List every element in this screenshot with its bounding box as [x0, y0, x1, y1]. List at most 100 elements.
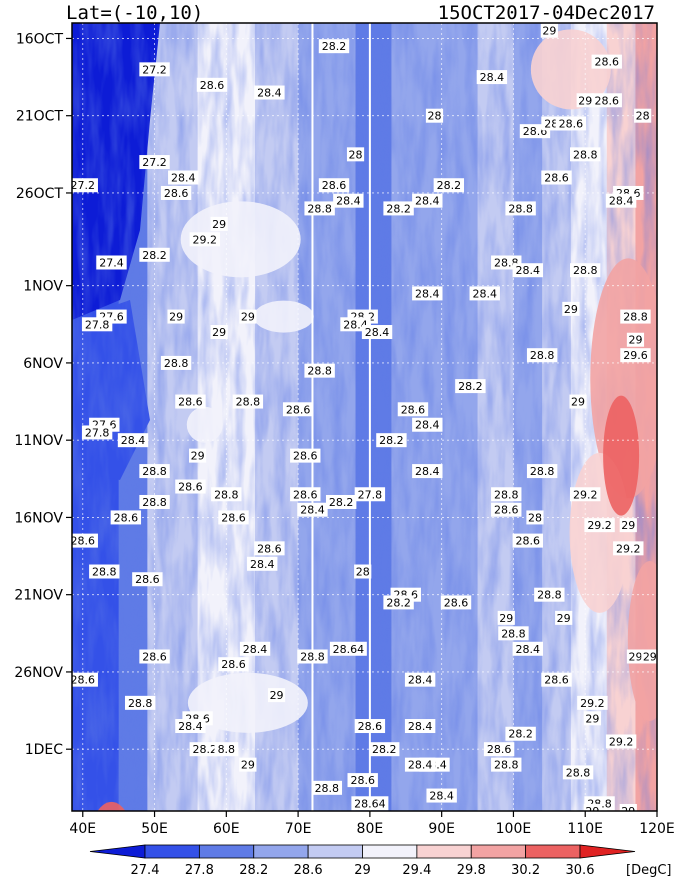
- contour-label-text: 28.6: [523, 125, 548, 138]
- y-tick-label-2: 26OCT: [16, 186, 64, 202]
- contour-label-bg: [325, 494, 357, 509]
- contour-label-bg: [412, 464, 443, 479]
- contour-label-80: 28.4: [297, 502, 328, 517]
- contour-label-bg: [124, 695, 156, 710]
- contour-label-bg: [282, 402, 314, 417]
- warm-patch-6: [97, 801, 126, 811]
- contour-label-83: 29.2: [584, 518, 615, 533]
- contour-label-text: 28.4: [178, 720, 203, 733]
- contour-label-102: 28.6: [218, 657, 249, 672]
- contour-label-bg: [239, 309, 257, 324]
- plot-area: 27.2 28.6 28.4 28.2 28.4 29 28.6 29 28.6 28 28 28.6…: [71, 23, 657, 849]
- colorbar-level-5: 29.4: [402, 863, 431, 878]
- contour-label-114: 29: [583, 711, 601, 726]
- contour-label-135: 29: [583, 804, 601, 811]
- contour-label-bg: [613, 541, 644, 556]
- contour-label-72: 29.2: [570, 487, 601, 502]
- contour-label-51: 28.8: [526, 348, 558, 363]
- warm-patch-9: [603, 395, 640, 516]
- contour-label-23: 28.4: [412, 193, 443, 208]
- contour-label-bg: [175, 394, 206, 409]
- colorbar-level-3: 28.6: [294, 863, 323, 878]
- contour-label-17: 27.2: [72, 178, 98, 193]
- contour-label-text: 29: [621, 519, 635, 532]
- contour-label-text: 28.4: [336, 195, 361, 208]
- colorbar-level-1: 27.8: [185, 863, 214, 878]
- contour-label-text: 28.6: [257, 542, 282, 555]
- contour-label-112: 28.8: [124, 695, 156, 710]
- contour-label-130: 28.6: [347, 773, 378, 788]
- contour-label-text: 28.8: [92, 566, 117, 579]
- contour-label-16: 28.8: [570, 147, 601, 162]
- contour-label-text: 29: [212, 218, 226, 231]
- contour-label-bg: [426, 788, 457, 803]
- colorbar-level-2: 28.2: [239, 863, 268, 878]
- contour-label-text: 28.2: [322, 40, 347, 53]
- contour-label-21: 28.4: [333, 193, 364, 208]
- contour-label-22: 28.2: [433, 178, 465, 193]
- contour-label-113: 29.2: [577, 695, 608, 710]
- contour-label-text: 28.4: [415, 465, 440, 478]
- colorbar-high-arrow: [579, 844, 636, 859]
- contour-label-98: 29: [497, 610, 515, 625]
- contour-label-text: 28.2: [458, 380, 483, 393]
- contour-label-text: 28.4: [121, 434, 146, 447]
- contour-label-bg: [247, 556, 278, 571]
- contour-label-bg: [512, 533, 543, 548]
- contour-label-text: 28.6: [544, 172, 569, 185]
- contour-label-text: 28.4: [429, 790, 454, 803]
- contour-label-text: 28.4: [408, 759, 433, 772]
- y-tick-label-9: 1DEC: [25, 742, 64, 758]
- contour-label-bg: [512, 641, 543, 656]
- contour-label-60: 29: [569, 394, 587, 409]
- contour-label-36: 28.8: [570, 263, 601, 278]
- contour-label-82: 28: [526, 510, 544, 525]
- contour-label-text: 29: [628, 650, 642, 663]
- contour-label-text: 28.8: [236, 396, 261, 409]
- contour-label-bg: [583, 711, 601, 726]
- contour-label-bg: [491, 487, 522, 502]
- contour-label-text: 28.6: [71, 674, 96, 687]
- contour-label-bg: [132, 572, 163, 587]
- contour-label-3: 28.2: [318, 39, 350, 54]
- colorbar-segment-2: [253, 844, 309, 859]
- colorbar-low-arrow: [89, 844, 146, 859]
- contour-label-116: 28.4: [175, 719, 206, 734]
- contour-label-95: 28.6: [440, 595, 472, 610]
- contour-label-bg: [318, 178, 350, 193]
- y-axis: 16OCT 21OCT 26OCT 1NOV 6NOV 11NOV 16NOV 21NOV 26…: [14, 31, 72, 758]
- contour-label-text: 28.6: [135, 573, 160, 586]
- contour-label-86: 28.6: [512, 533, 543, 548]
- contour-label-106: 29: [626, 649, 645, 664]
- contour-label-bg: [605, 734, 637, 749]
- contour-label-bg: [583, 804, 601, 811]
- contour-label-bg: [311, 780, 343, 795]
- contour-label-bg: [619, 518, 637, 533]
- contour-label-text: 28.8: [300, 650, 325, 663]
- contour-label-75: 28.6: [290, 487, 321, 502]
- contour-label-bg: [89, 564, 120, 579]
- contour-label-text: 28.8: [530, 465, 555, 478]
- contour-label-text: 28.4: [415, 195, 440, 208]
- contour-label-bg: [412, 286, 443, 301]
- contour-label-10: 28: [425, 108, 444, 123]
- contour-label-bg: [634, 108, 652, 123]
- colorbar-segment-6: [470, 844, 527, 859]
- contour-label-bg: [239, 757, 257, 772]
- title-right: 15OCT2017-04Dec2017: [438, 2, 655, 24]
- contour-label-bg: [641, 649, 657, 664]
- contour-label-bg: [425, 108, 444, 123]
- contour-label-29: 28.4: [605, 193, 637, 208]
- contour-label-bg: [218, 657, 249, 672]
- contour-label-94: 28.2: [383, 595, 414, 610]
- contour-label-text: 28.4: [472, 287, 497, 300]
- contour-label-97: 29: [555, 610, 573, 625]
- warm-patch-7: [186, 406, 223, 443]
- contour-label-text: 28.6: [444, 596, 469, 609]
- contour-label-35: 28.4: [512, 263, 543, 278]
- contour-label-92: 28: [354, 564, 372, 579]
- contour-label-text: 28.2: [437, 179, 462, 192]
- contour-label-bg: [71, 835, 95, 849]
- contour-label-bg: [526, 510, 544, 525]
- contour-label-text: 28.4: [365, 326, 390, 339]
